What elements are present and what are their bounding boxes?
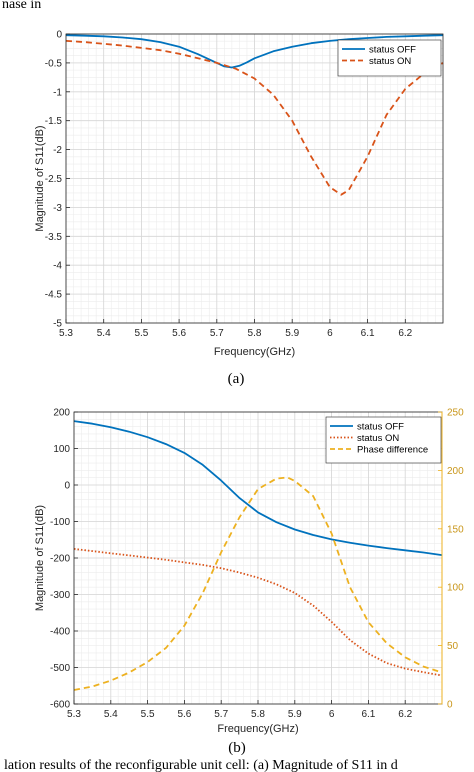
series-line-status-on xyxy=(65,40,444,196)
series-line-phase-difference xyxy=(73,476,443,691)
x-tick-label: 5.8 xyxy=(248,328,262,339)
y2-tick-label: 200 xyxy=(447,466,464,477)
legend-label: status OFF xyxy=(369,45,416,56)
y-tick-label: -3 xyxy=(53,203,62,214)
y-tick-label: -500 xyxy=(50,663,70,674)
y-tick-label: -4 xyxy=(53,261,62,272)
x-tick-label: 6.1 xyxy=(361,328,375,339)
y-tick-label: -400 xyxy=(50,627,70,638)
y-tick-label: 100 xyxy=(53,444,70,455)
y-tick-label: -1.5 xyxy=(45,116,63,127)
x-tick-label: 5.6 xyxy=(177,709,191,720)
x-tick-label: 5.8 xyxy=(251,709,265,720)
y-tick-label: -5 xyxy=(53,319,62,330)
panel-label: (a) xyxy=(228,371,245,387)
x-tick-label: 6 xyxy=(327,328,333,339)
x-tick-label: 5.4 xyxy=(97,328,111,339)
y2-tick-label: 0 xyxy=(447,700,453,711)
y-axis-label: Magnitude of S11(dB) xyxy=(34,125,46,231)
x-tick-label: 5.5 xyxy=(141,709,155,720)
x-tick-label: 5.9 xyxy=(288,709,302,720)
y2-tick-label: 250 xyxy=(447,408,464,419)
legend-box xyxy=(337,39,442,77)
y-tick-label: -4.5 xyxy=(45,290,63,301)
x-tick-label: 5.3 xyxy=(59,328,73,339)
bottom-caption-fragment: lation results of the reconfigurable uni… xyxy=(4,758,398,772)
y-tick-label: -300 xyxy=(50,590,70,601)
x-tick-label: 6.2 xyxy=(398,709,412,720)
x-tick-label: 6.2 xyxy=(398,328,412,339)
legend-label: status OFF xyxy=(357,422,404,433)
y-tick-label: -2.5 xyxy=(45,174,63,185)
series-line-status-on xyxy=(73,548,443,677)
x-tick-label: 5.6 xyxy=(172,328,186,339)
y2-tick-label: 100 xyxy=(447,583,464,594)
x-axis-label: Frequency(GHz) xyxy=(214,346,295,358)
y-tick-label: 0 xyxy=(64,481,70,492)
y2-tick-label: 150 xyxy=(447,524,464,535)
y-tick-label: 0 xyxy=(56,30,62,41)
y-tick-label: -0.5 xyxy=(45,58,63,69)
y-axis-label: Magnitude of S11(dB) xyxy=(34,505,46,611)
y-tick-label: -600 xyxy=(50,700,70,711)
chart-a: 5.3 5.4 5.5 5.6 5.7 5.8 5.9 6 6.1 6.2 0 -0.5 -1 -1.5 -… xyxy=(34,30,444,387)
x-tick-label: 5.4 xyxy=(104,709,118,720)
x-tick-label: 5.7 xyxy=(210,328,224,339)
x-tick-label: 5.5 xyxy=(134,328,148,339)
legend-box xyxy=(325,416,442,464)
chart-b: 5.3 5.4 5.5 5.6 5.7 5.8 5.9 6 6.1 6.2 200 100 0 -100 -… xyxy=(34,408,464,757)
y2-tick-label: 50 xyxy=(447,641,459,652)
panel-label: (b) xyxy=(228,740,246,756)
y-tick-label: -3.5 xyxy=(45,232,63,243)
y-tick-label: 200 xyxy=(53,408,70,419)
x-tick-label: 6 xyxy=(329,709,335,720)
top-caption-fragment: nase in xyxy=(2,0,41,12)
y-tick-label: -100 xyxy=(50,517,70,528)
x-tick-label: 5.7 xyxy=(214,709,228,720)
y-tick-label: -2 xyxy=(53,145,62,156)
x-axis-label: Frequency(GHz) xyxy=(217,723,298,735)
y-tick-label: -200 xyxy=(50,554,70,565)
series-line-status-off xyxy=(65,34,444,69)
x-tick-label: 5.3 xyxy=(67,709,81,720)
legend-label: Phase difference xyxy=(357,445,428,456)
x-tick-label: 5.9 xyxy=(285,328,299,339)
series-line-status-off xyxy=(73,420,443,556)
x-tick-label: 6.1 xyxy=(361,709,375,720)
legend-label: status ON xyxy=(357,433,399,444)
y-tick-label: -1 xyxy=(53,87,62,98)
legend-label: status ON xyxy=(369,56,411,67)
